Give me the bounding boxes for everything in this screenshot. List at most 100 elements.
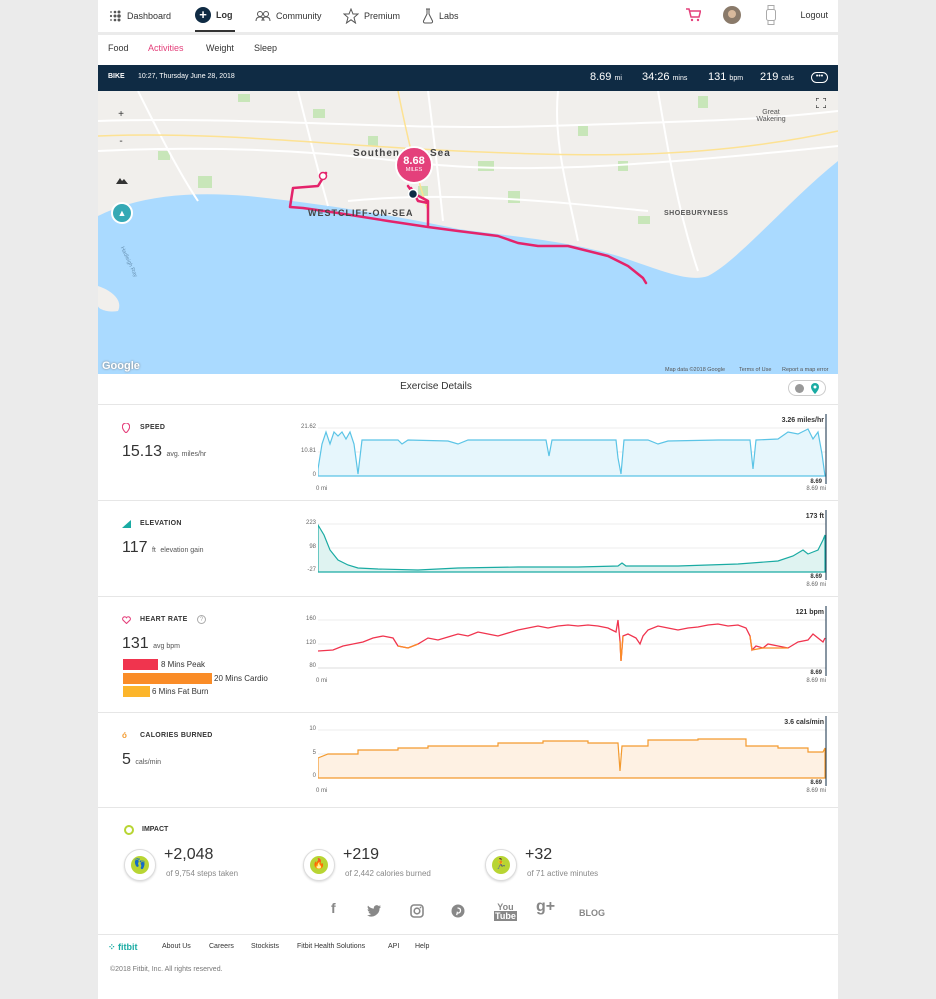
top-nav: Dashboard + Log Community Premium Labs L… [98,0,838,32]
elevation-chart: 223 98 -27 173 ft 8.69 8.69 mi [306,510,828,592]
footer-api[interactable]: API [388,943,400,950]
zone-fatburn-label: 6 Mins Fat Burn [152,687,209,696]
calories-axis-top: 10 [309,726,316,732]
divider [98,934,838,935]
subnav-food[interactable]: Food [108,43,129,53]
route-mode-button[interactable]: ▲ [111,202,133,224]
terrain-icon[interactable] [116,176,128,184]
speed-plot [318,414,827,484]
nav-dashboard[interactable]: Dashboard [108,0,171,32]
youtube-icon[interactable]: You Tube [494,902,517,921]
map-terms-link[interactable]: Terms of Use [739,367,772,373]
zone-cardio-bar [123,673,212,684]
stat-calories: 219 cals [760,71,794,83]
stat-heart-rate: 131 bpm [708,71,744,83]
chart-map-toggle[interactable] [788,380,826,396]
watch-icon[interactable] [765,5,777,25]
impact-calories-value: +219 [343,846,380,863]
fitbit-dots-icon [109,10,121,22]
elevation-axis-mid: 98 [309,544,316,550]
heart-x-start: 0 mi [316,678,328,684]
impact-title: IMPACT [142,826,169,833]
route-map[interactable]: Southend-on-Sea WESTCLIFF-ON-SEA SHOEBUR… [98,91,838,374]
logout-link[interactable]: Logout [800,10,828,20]
impact-icon [124,825,134,835]
speed-chart: 21.62 10.81 0 3.26 miles/hr 0 mi 8.69 8.… [301,414,828,496]
activity-type: BIKE [108,73,125,80]
calories-title: CALORIES BURNED [140,732,213,739]
subnav-activities[interactable]: Activities [148,43,184,53]
runner-icon: 🏃 [492,856,510,874]
divider [98,807,838,808]
impact-steps-label: of 9,754 steps taken [166,869,239,878]
nav-premium-label: Premium [364,11,401,21]
page: Dashboard + Log Community Premium Labs L… [98,0,838,999]
sub-nav: Food Activities Weight Sleep [98,35,838,65]
footer-stockists[interactable]: Stockists [251,943,280,950]
star-icon [343,8,359,24]
subnav-sleep[interactable]: Sleep [254,43,278,53]
nav-community-label: Community [276,11,322,21]
pinterest-icon[interactable] [451,904,465,918]
map-canvas [98,91,838,374]
calories-current: 3.6 cals/min [784,719,824,726]
calories-axis-mid: 5 [312,750,316,756]
fullscreen-icon[interactable] [816,98,826,108]
calories-value: 5 cals/min [122,751,162,768]
speed-x-end: 8.69 mi [806,486,826,492]
nav-community[interactable]: Community [255,0,322,32]
map-report-link[interactable]: Report a map error [782,367,829,373]
stat-duration: 34:26 mins [642,71,688,83]
zone-fatburn-bar [123,686,150,697]
nav-log[interactable]: + Log [195,0,235,32]
more-options-button[interactable]: ••• [811,72,828,83]
nav-log-label: Log [216,10,233,20]
stat-distance: 8.69 mi [590,71,622,83]
google-plus-icon[interactable]: g+ [536,898,556,915]
heart-icon [122,616,131,624]
twitter-icon[interactable] [367,905,381,917]
calories-chart: 10 5 0 3.6 cals/min 0 mi 8.69 8.69 mi [309,716,828,798]
zone-peak-bar [123,659,158,670]
nav-premium[interactable]: Premium [343,0,400,32]
exercise-details-title: Exercise Details [400,381,472,392]
footer-about-us[interactable]: About Us [162,943,191,950]
map-pin-icon[interactable] [811,383,819,394]
avatar[interactable] [723,6,741,24]
calories-axis-bottom: 0 [312,773,316,779]
zoom-in-button[interactable]: + [118,109,124,120]
footer-careers[interactable]: Careers [209,943,234,950]
footer-help[interactable]: Help [415,943,430,950]
impact-steps-value: +2,048 [164,846,214,863]
blog-link[interactable]: BLOG [579,908,605,918]
impact-calories-label: of 2,442 calories burned [345,869,431,878]
nav-labs[interactable]: Labs [422,0,459,32]
heart-x-end-bold: 8.69 [810,670,822,676]
elevation-axis-bottom: -27 [307,567,316,573]
impact-minutes-label: of 71 active minutes [527,869,599,878]
map-label-great-wakering: Great Wakering [756,109,786,123]
calories-x-end-bold: 8.69 [810,780,822,786]
subnav-weight[interactable]: Weight [206,43,234,53]
clock-icon[interactable] [795,384,804,393]
nav-labs-label: Labs [439,11,459,21]
instagram-icon[interactable] [410,904,424,918]
elevation-title: ELEVATION [140,520,182,527]
fitbit-logo[interactable]: ⁘ fitbit [108,942,138,952]
heart-current: 121 bpm [795,609,824,616]
speed-x-end-bold: 8.69 [810,479,822,485]
speed-title: SPEED [140,424,166,431]
help-icon[interactable]: ? [197,615,206,624]
pin-value: 8.68 [403,155,425,167]
distance-pin: 8.68 MILES [395,146,433,184]
footer-health-solutions[interactable]: Fitbit Health Solutions [297,943,366,950]
facebook-icon[interactable]: f [331,900,336,916]
google-logo: Google [102,360,140,372]
heart-rate-title: HEART RATE [140,616,188,623]
zone-cardio-label: 20 Mins Cardio [214,674,268,683]
location-icon [122,423,130,433]
cart-icon[interactable] [685,8,701,22]
divider [98,32,838,35]
zoom-out-button[interactable]: - [119,136,123,147]
elevation-x-end-bold: 8.69 [810,574,822,580]
